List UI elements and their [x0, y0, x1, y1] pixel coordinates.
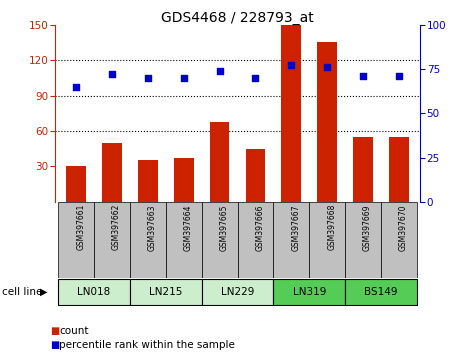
Bar: [273, 202, 309, 278]
Bar: [309, 202, 345, 278]
Point: [72, 84, 80, 90]
Bar: [138, 160, 158, 202]
Bar: [345, 279, 417, 305]
Text: LN018: LN018: [77, 287, 111, 297]
Text: GSM397667: GSM397667: [291, 204, 300, 251]
Text: LN229: LN229: [221, 287, 254, 297]
Bar: [246, 149, 266, 202]
Bar: [353, 137, 373, 202]
Point: [108, 72, 116, 77]
Text: GSM397665: GSM397665: [219, 204, 228, 251]
Text: LN215: LN215: [149, 287, 182, 297]
Bar: [130, 279, 202, 305]
Point: [359, 73, 367, 79]
Text: GSM397666: GSM397666: [256, 204, 265, 251]
Text: percentile rank within the sample: percentile rank within the sample: [59, 340, 235, 350]
Bar: [94, 202, 130, 278]
Bar: [209, 121, 229, 202]
Bar: [174, 158, 194, 202]
Text: GSM397661: GSM397661: [76, 204, 85, 250]
Point: [252, 75, 259, 81]
Text: GDS4468 / 228793_at: GDS4468 / 228793_at: [161, 11, 314, 25]
Point: [216, 68, 223, 74]
Point: [323, 64, 331, 70]
Text: LN319: LN319: [293, 287, 326, 297]
Bar: [130, 202, 166, 278]
Bar: [102, 143, 122, 202]
Bar: [389, 137, 408, 202]
Text: GSM397662: GSM397662: [112, 204, 121, 250]
Bar: [317, 42, 337, 202]
Point: [395, 73, 403, 79]
Text: count: count: [59, 326, 89, 336]
Text: GSM397668: GSM397668: [327, 204, 336, 250]
Point: [287, 63, 295, 68]
Bar: [381, 202, 417, 278]
Bar: [202, 279, 273, 305]
Bar: [281, 25, 301, 202]
Bar: [345, 202, 381, 278]
Bar: [202, 202, 238, 278]
Text: ▶: ▶: [40, 287, 48, 297]
Bar: [166, 202, 202, 278]
Text: cell line: cell line: [2, 287, 43, 297]
Text: GSM397663: GSM397663: [148, 204, 157, 251]
Text: ■: ■: [50, 326, 59, 336]
Text: ■: ■: [50, 340, 59, 350]
Text: GSM397670: GSM397670: [399, 204, 408, 251]
Point: [180, 75, 188, 81]
Bar: [66, 166, 86, 202]
Bar: [58, 202, 94, 278]
Text: GSM397669: GSM397669: [363, 204, 372, 251]
Point: [144, 75, 152, 81]
Text: BS149: BS149: [364, 287, 398, 297]
Bar: [273, 279, 345, 305]
Text: GSM397664: GSM397664: [184, 204, 193, 251]
Bar: [58, 279, 130, 305]
Bar: [238, 202, 273, 278]
